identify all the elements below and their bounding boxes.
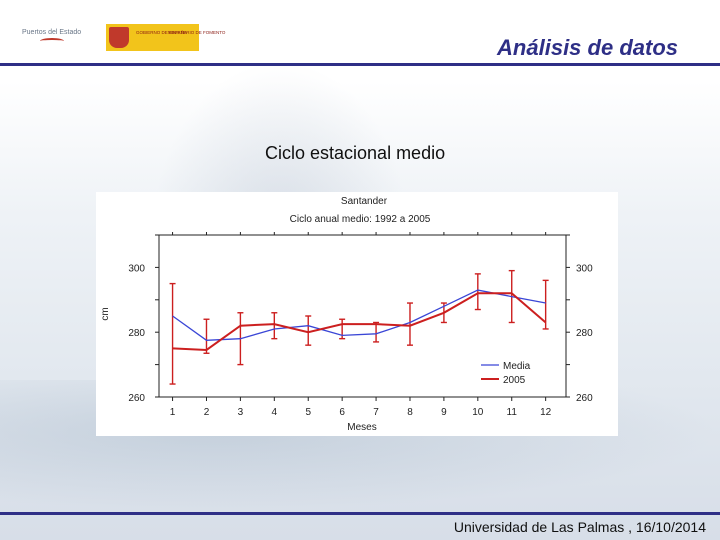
coat-of-arms-icon: [109, 27, 129, 48]
slide-subtitle: Ciclo estacional medio: [265, 143, 446, 163]
logo-text: Puertos del Estado: [22, 29, 82, 36]
header-divider: [0, 63, 720, 66]
ministerio-logo: GOBIERNO DE ESPAÑA MINISTERIO DE FOMENTO: [106, 24, 225, 51]
series-line-2005: [172, 292, 547, 352]
y-tick-label-right: 260: [576, 393, 593, 404]
footer-text: Universidad de Las Palmas , 16/10/2014: [453, 519, 706, 535]
x-tick-label: 1: [170, 407, 176, 418]
puertos-del-estado-logo: Puertos del Estado: [18, 26, 82, 46]
logo-mark-icon: [40, 38, 64, 44]
page-title: Análisis de datos: [497, 35, 678, 60]
x-tick-label: 7: [373, 407, 379, 418]
x-tick-label: 2: [204, 407, 210, 418]
x-tick-label: 9: [441, 407, 447, 418]
footer-divider: [0, 512, 720, 515]
x-tick-label: 11: [507, 407, 518, 418]
x-tick-label: 3: [238, 407, 244, 418]
legend-label: 2005: [503, 375, 526, 386]
seasonal-cycle-chart: Santander Ciclo anual medio: 1992 a 2005…: [100, 196, 593, 433]
x-axis-label: Meses: [347, 422, 376, 433]
y-tick-label-left: 300: [128, 263, 145, 274]
logo-text: GOBIERNO DE ESPAÑA: [136, 30, 187, 35]
y-axis-label: cm: [100, 307, 111, 320]
y-tick-label-left: 280: [128, 328, 145, 339]
x-tick-label: 6: [339, 407, 345, 418]
chart-title: Santander: [341, 196, 388, 207]
y-tick-label-right: 280: [576, 328, 593, 339]
y-tick-label-left: 260: [128, 393, 145, 404]
chart-container: Santander Ciclo anual medio: 1992 a 2005…: [96, 192, 618, 436]
x-tick-label: 4: [272, 407, 278, 418]
legend-label: Media: [503, 361, 531, 372]
x-tick-label: 8: [407, 407, 413, 418]
x-tick-label: 5: [305, 407, 311, 418]
series-line-media: [172, 289, 546, 341]
chart-subtitle: Ciclo anual medio: 1992 a 2005: [290, 214, 431, 225]
y-tick-label-right: 300: [576, 263, 593, 274]
plot-frame: [158, 234, 567, 398]
logo-text: MINISTERIO DE FOMENTO: [168, 30, 226, 35]
x-tick-label: 12: [540, 407, 552, 418]
x-tick-label: 10: [472, 407, 484, 418]
